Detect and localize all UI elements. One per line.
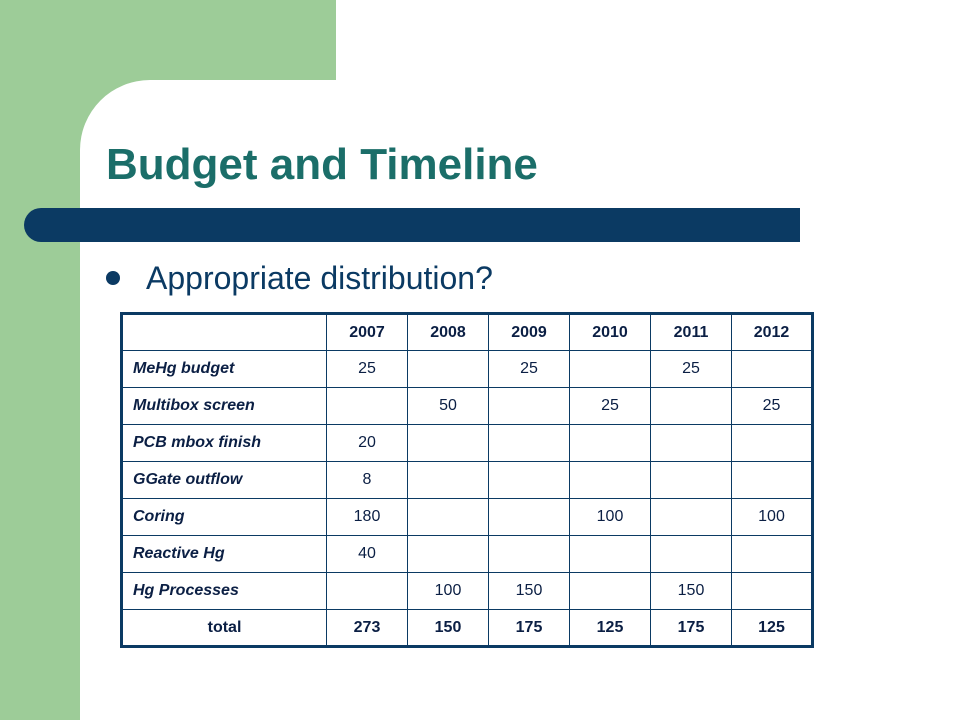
budget-table: 2007 2008 2009 2010 2011 2012 MeHg budget 25 25 2…	[120, 312, 814, 648]
row-label: GGate outflow	[121, 461, 327, 499]
year-header: 2009	[488, 313, 570, 351]
bullet-dot-icon	[106, 271, 120, 285]
table-cell: 40	[326, 535, 408, 573]
table-cell	[326, 572, 408, 610]
table-cell: 100	[731, 498, 813, 536]
table-cell	[488, 498, 570, 536]
row-label: PCB mbox finish	[121, 424, 327, 462]
table-cell: 25	[731, 387, 813, 425]
table-cell: 25	[650, 350, 732, 388]
table-cell: 150	[488, 572, 570, 610]
table-cell: 25	[488, 350, 570, 388]
table-row: GGate outflow 8	[121, 461, 813, 499]
total-cell: 175	[650, 609, 732, 647]
bullet-text: Appropriate distribution?	[146, 259, 493, 296]
total-cell: 125	[731, 609, 813, 647]
table-cell	[650, 461, 732, 499]
table-cell	[731, 535, 813, 573]
table-row: Coring 180 100 100	[121, 498, 813, 536]
table-cell	[731, 350, 813, 388]
year-header: 2007	[326, 313, 408, 351]
table-cell: 100	[407, 572, 489, 610]
row-label: Multibox screen	[121, 387, 327, 425]
table-cell	[731, 424, 813, 462]
total-row: total 273 150 175 125 175 125	[121, 609, 813, 647]
table-cell: 50	[407, 387, 489, 425]
total-cell: 273	[326, 609, 408, 647]
year-header: 2010	[569, 313, 651, 351]
table-cell	[488, 461, 570, 499]
table-cell	[731, 461, 813, 499]
table-cell	[326, 387, 408, 425]
table-cell: 180	[326, 498, 408, 536]
table-cell: 150	[650, 572, 732, 610]
table-cell	[650, 424, 732, 462]
bullet-item: Appropriate distribution?	[106, 258, 493, 298]
table-row: Reactive Hg 40	[121, 535, 813, 573]
table-cell	[650, 535, 732, 573]
table-cell: 20	[326, 424, 408, 462]
table-cell	[569, 572, 651, 610]
slide-title: Budget and Timeline	[106, 140, 538, 189]
row-label: Hg Processes	[121, 572, 327, 610]
table-cell	[407, 498, 489, 536]
row-label: Coring	[121, 498, 327, 536]
table-cell	[407, 535, 489, 573]
row-label: MeHg budget	[121, 350, 327, 388]
table-row: Hg Processes 100 150 150	[121, 572, 813, 610]
table-cell	[407, 461, 489, 499]
table-cell: 100	[569, 498, 651, 536]
total-label: total	[121, 609, 327, 647]
table-cell: 25	[569, 387, 651, 425]
total-cell: 125	[569, 609, 651, 647]
table-cell: 8	[326, 461, 408, 499]
table-cell: 25	[326, 350, 408, 388]
year-header: 2011	[650, 313, 732, 351]
table-cell	[569, 535, 651, 573]
table-cell	[569, 350, 651, 388]
table-cell	[488, 535, 570, 573]
table-cell	[488, 387, 570, 425]
table-row: MeHg budget 25 25 25	[121, 350, 813, 388]
table-row: Multibox screen 50 25 25	[121, 387, 813, 425]
table-header-row: 2007 2008 2009 2010 2011 2012	[121, 313, 813, 351]
table-cell	[569, 461, 651, 499]
table-cell	[407, 424, 489, 462]
title-rule	[24, 208, 800, 242]
year-header: 2012	[731, 313, 813, 351]
row-label: Reactive Hg	[121, 535, 327, 573]
total-cell: 150	[407, 609, 489, 647]
table-cell	[650, 498, 732, 536]
year-header: 2008	[407, 313, 489, 351]
table-cell	[569, 424, 651, 462]
total-cell: 175	[488, 609, 570, 647]
table-cell	[731, 572, 813, 610]
table-cell	[650, 387, 732, 425]
table-row: PCB mbox finish 20	[121, 424, 813, 462]
table-corner-cell	[121, 313, 327, 351]
table-cell	[488, 424, 570, 462]
table-cell	[407, 350, 489, 388]
